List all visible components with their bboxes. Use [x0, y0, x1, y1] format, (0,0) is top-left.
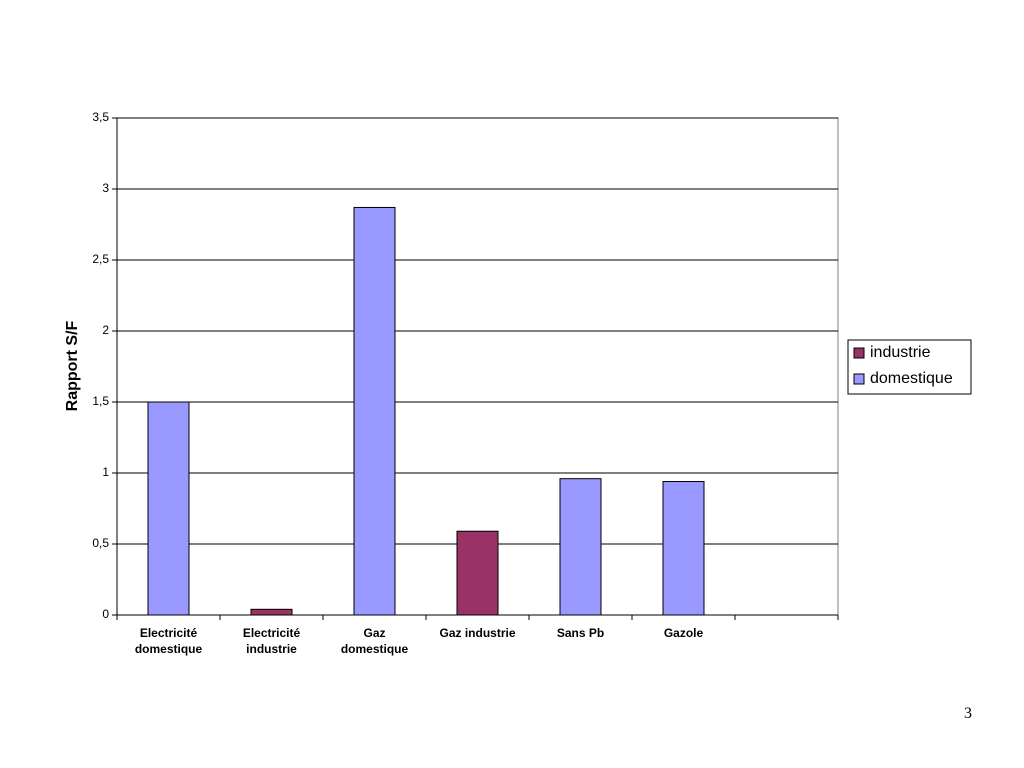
x-tick-label: Gaz industrie [439, 626, 515, 640]
page-number: 3 [964, 705, 972, 722]
x-tick-label: Sans Pb [557, 626, 604, 640]
x-tick-label: Gazole [664, 626, 704, 640]
bar [353, 206, 396, 616]
legend-swatch [853, 373, 865, 385]
x-tick-label: Electricité [140, 626, 198, 640]
bar [559, 478, 602, 616]
bar [147, 401, 190, 616]
legend-box [847, 339, 972, 395]
x-tick-label: domestique [135, 642, 203, 656]
x-tick-label: industrie [246, 642, 297, 656]
y-tick-label: 3 [102, 181, 109, 195]
y-tick-label: 1,5 [92, 394, 109, 408]
y-tick-label: 0 [102, 607, 109, 621]
y-tick-label: 1 [102, 465, 109, 479]
y-tick-label: 0,5 [92, 536, 109, 550]
bar [662, 481, 705, 616]
bar [456, 530, 499, 616]
x-tick-label: domestique [341, 642, 409, 656]
legend-label: industrie [870, 344, 931, 361]
y-tick-label: 3,5 [92, 110, 109, 124]
legend-label: domestique [870, 370, 953, 387]
y-axis-label: Rapport S/F [64, 320, 81, 411]
x-tick-label: Electricité [243, 626, 301, 640]
x-tick-label: Gaz [363, 626, 385, 640]
y-tick-label: 2 [102, 323, 109, 337]
legend-swatch [853, 347, 865, 359]
y-tick-label: 2,5 [92, 252, 109, 266]
bar [250, 608, 293, 616]
